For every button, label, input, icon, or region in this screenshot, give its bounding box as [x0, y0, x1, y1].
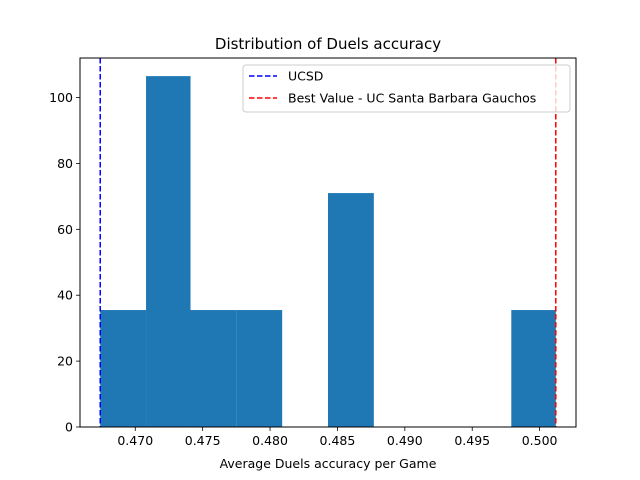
x-axis-ticks: 0.470 0.475 0.480 0.485 0.490 0.495 0.500 — [117, 427, 558, 448]
y-tick-label: 20 — [57, 354, 73, 369]
histogram-bar-5 — [328, 193, 374, 427]
x-tick-label: 0.470 — [117, 433, 153, 448]
y-tick-label: 80 — [57, 156, 73, 171]
y-tick-label: 100 — [49, 90, 73, 105]
legend: UCSD Best Value - UC Santa Barbara Gaucho… — [242, 64, 571, 113]
x-axis-title: Average Duels accuracy per Game — [220, 456, 437, 471]
legend-box — [242, 64, 571, 113]
plot-frame — [79, 57, 577, 428]
x-tick-label: 0.495 — [454, 433, 490, 448]
y-tick-label: 60 — [57, 222, 73, 237]
x-tick-label: 0.500 — [522, 433, 558, 448]
histogram-bar-0 — [100, 310, 147, 427]
y-axis-ticks: 0 20 40 60 80 100 — [49, 90, 80, 435]
y-tick-label: 0 — [65, 420, 73, 435]
y-tick-label: 40 — [57, 288, 73, 303]
x-tick-label: 0.490 — [387, 433, 423, 448]
x-tick-label: 0.475 — [185, 433, 221, 448]
reference-lines-group — [99, 58, 557, 427]
histogram-bar-2 — [190, 310, 237, 427]
x-tick-label: 0.480 — [252, 433, 288, 448]
legend-label-1: Best Value - UC Santa Barbara Gauchos — [288, 91, 536, 106]
histogram-bar-1 — [146, 76, 191, 428]
histogram-bar-3 — [236, 310, 283, 427]
x-tick-label: 0.485 — [320, 433, 356, 448]
bars-group — [100, 76, 556, 428]
legend-label-0: UCSD — [288, 69, 323, 84]
histogram-bar-9 — [511, 310, 556, 427]
chart-title: Distribution of Duels accuracy — [215, 35, 441, 53]
